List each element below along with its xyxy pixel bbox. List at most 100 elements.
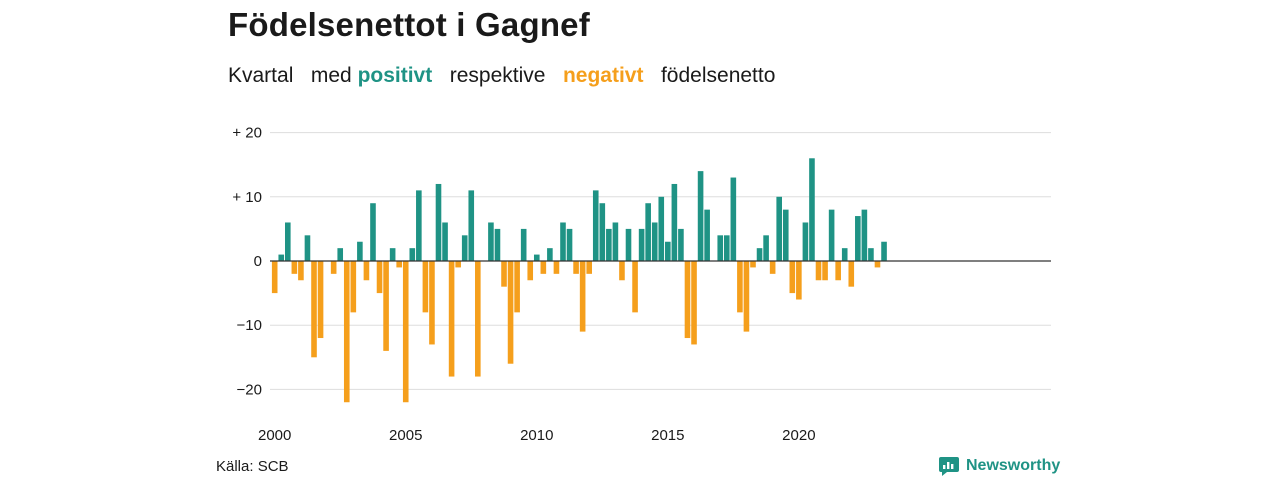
bar-positive: [285, 222, 291, 261]
bar-positive: [304, 235, 311, 261]
bar-negative: [848, 261, 855, 287]
bar-negative: [750, 261, 756, 268]
subtitle-positive-label: positivt: [357, 64, 433, 87]
bar-negative: [573, 261, 579, 274]
bar-positive: [625, 228, 632, 261]
bar-positive: [861, 209, 868, 261]
bar-negative: [317, 261, 324, 339]
bar-negative: [796, 261, 802, 300]
bar-positive: [638, 228, 645, 261]
bar-negative: [429, 261, 435, 345]
bar-positive: [704, 209, 710, 261]
bar-positive: [730, 177, 737, 261]
bar-positive: [416, 190, 422, 261]
x-tick-label: 2000: [258, 427, 291, 444]
bar-negative: [527, 261, 534, 281]
brand-logo[interactable]: Newsworthy: [938, 455, 1060, 477]
bar-negative: [579, 261, 586, 332]
bar-negative: [330, 261, 337, 274]
bar-chart: + 20 + 10 0 −10 −20 2000 2005 2010 2015 2020: [232, 125, 1051, 444]
bar-positive: [560, 222, 566, 261]
x-tick-label: 2005: [389, 427, 422, 444]
bar-positive: [756, 248, 763, 261]
bar-negative: [311, 261, 317, 358]
bar-negative: [376, 261, 383, 294]
bar-negative: [737, 261, 743, 313]
bar-positive: [841, 248, 848, 261]
x-tick-label: 2020: [782, 427, 815, 444]
bar-negative: [835, 261, 841, 281]
newsworthy-logo-icon: [939, 457, 959, 476]
bar-positive: [763, 235, 769, 261]
bar-negative: [271, 261, 278, 294]
bar-positive: [651, 222, 658, 261]
bar-negative: [422, 261, 429, 313]
y-tick-label: −10: [237, 317, 262, 334]
bar-negative: [298, 261, 304, 281]
y-tick-label: + 20: [232, 125, 262, 142]
subtitle-part-1: Kvartal med: [228, 64, 358, 87]
y-tick-label: −20: [237, 381, 262, 398]
bar-positive: [645, 203, 651, 261]
bar-positive: [678, 228, 684, 261]
bar-positive: [389, 248, 396, 261]
bar-positive: [442, 222, 448, 261]
bar-positive: [547, 248, 553, 261]
bar-negative: [874, 261, 881, 268]
bar-negative: [691, 261, 697, 345]
brand-name: Newsworthy: [966, 457, 1061, 474]
bar-negative: [815, 261, 822, 281]
bar-positive: [606, 228, 612, 261]
bar-negative: [448, 261, 455, 377]
bar-positive: [533, 254, 540, 261]
bar-positive: [809, 158, 815, 261]
bar-positive: [776, 196, 782, 261]
bar-negative: [586, 261, 592, 274]
bar-negative: [632, 261, 638, 313]
bar-positive: [488, 222, 494, 261]
bar-negative: [743, 261, 750, 332]
x-tick-label: 2010: [520, 427, 553, 444]
bar-positive: [881, 241, 887, 261]
bar-negative: [455, 261, 461, 268]
bar-negative: [507, 261, 514, 364]
chart-subtitle: Kvartal med positivt respektive negativt…: [228, 64, 775, 88]
bar-negative: [540, 261, 547, 274]
subtitle-negative-label: negativt: [562, 64, 644, 87]
subtitle-part-2: respektive: [432, 64, 563, 87]
bar-negative: [822, 261, 828, 281]
bar-positive: [782, 209, 789, 261]
bar-negative: [684, 261, 691, 339]
bar-positive: [337, 248, 344, 261]
bar-positive: [697, 171, 704, 261]
bar-positive: [409, 248, 416, 261]
bar-negative: [363, 261, 370, 281]
chart-title: Födelsenettot i Gagnef: [228, 6, 590, 43]
bar-positive: [671, 183, 678, 261]
bar-negative: [475, 261, 481, 377]
bar-positive: [592, 190, 599, 261]
subtitle-part-3: födelsenetto: [643, 64, 776, 87]
bar-positive: [435, 183, 442, 261]
bar-negative: [402, 261, 409, 403]
bar-positive: [566, 228, 573, 261]
bar-negative: [514, 261, 520, 313]
bar-negative: [553, 261, 560, 274]
bar-negative: [789, 261, 796, 294]
bar-positive: [855, 216, 861, 261]
bar-positive: [802, 222, 809, 261]
bar-positive: [665, 241, 671, 261]
bar-negative: [501, 261, 507, 287]
y-tick-label: + 10: [232, 189, 262, 206]
bar-positive: [278, 254, 285, 261]
bar-positive: [468, 190, 475, 261]
bar-negative: [383, 261, 389, 351]
source-note: Källa: SCB: [216, 458, 289, 475]
bar-positive: [599, 203, 606, 261]
bar-negative: [769, 261, 776, 274]
bar-positive: [612, 222, 619, 261]
bar-positive: [828, 209, 835, 261]
bar-negative: [291, 261, 298, 274]
bar-negative: [396, 261, 402, 268]
bar-positive: [723, 235, 730, 261]
